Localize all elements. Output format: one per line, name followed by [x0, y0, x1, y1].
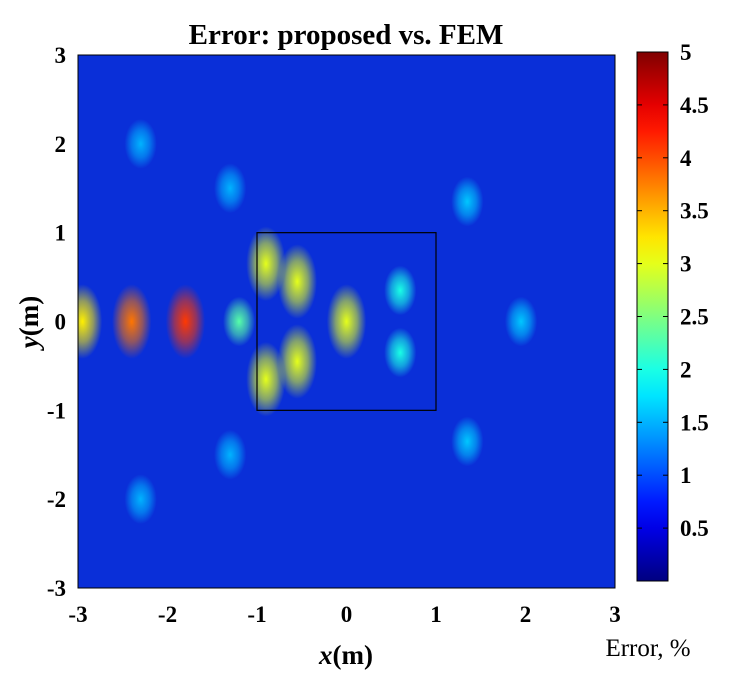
x-tick-label: 1 — [430, 602, 442, 627]
plot-frame — [77, 54, 616, 589]
y-tick-label: -3 — [47, 576, 66, 601]
x-tick-label: 3 — [609, 602, 621, 627]
y-axis-label-unit: (m) — [14, 296, 44, 336]
colorbar-tick-label: 3 — [680, 252, 692, 277]
error-hotspot — [451, 176, 484, 227]
error-hotspot — [112, 284, 152, 359]
y-tick-label: 1 — [55, 221, 67, 246]
x-axis-label: x(m) — [318, 640, 373, 670]
colorbar-ticks: 5 4.5 4 3.5 3 2.5 2 1.5 1 0.5 — [637, 40, 709, 541]
error-hotspot — [214, 429, 247, 480]
error-hotspot — [384, 327, 417, 378]
error-hotspot — [326, 284, 367, 359]
colorbar-tick-label: 5 — [680, 40, 692, 65]
error-hotspot — [277, 324, 317, 399]
colorbar-tick-label: 1 — [680, 463, 692, 488]
error-hotspot — [214, 163, 247, 214]
scatterer-box — [256, 232, 437, 411]
error-hotspot — [384, 265, 417, 316]
y-axis-ticks: 3 2 1 0 -1 -2 -3 — [47, 43, 66, 601]
y-tick-label: 3 — [55, 43, 67, 68]
colorbar-tick-label: 1.5 — [680, 410, 709, 435]
x-tick-label: -3 — [68, 602, 87, 627]
error-hotspot — [165, 284, 206, 359]
x-tick-label: -2 — [158, 602, 177, 627]
x-tick-label: 0 — [341, 602, 353, 627]
colorbar-tick-label: 2 — [680, 357, 692, 382]
y-tick-label: -1 — [47, 398, 66, 423]
x-axis-ticks: -3 -2 -1 0 1 2 3 — [68, 602, 620, 627]
heatmap-plot-area — [77, 54, 616, 589]
error-hotspot — [277, 244, 317, 319]
heatmap-hotspots — [78, 118, 538, 525]
x-tick-label: -1 — [247, 602, 266, 627]
error-hotspot — [78, 284, 103, 359]
colorbar-tick-label: 0.5 — [680, 516, 709, 541]
y-tick-label: -2 — [47, 487, 66, 512]
x-tick-label: 2 — [520, 602, 532, 627]
colorbar: 5 4.5 4 3.5 3 2.5 2 1.5 1 0.5 — [636, 40, 709, 582]
colorbar-tick-label: 4 — [680, 146, 692, 171]
error-hotspot — [246, 226, 286, 302]
x-axis-label-var: x — [318, 640, 333, 670]
error-hotspot — [504, 296, 538, 347]
x-axis-label-unit: (m) — [333, 640, 373, 670]
y-axis-label: y(m) — [14, 296, 44, 351]
y-axis-label-var: y — [14, 335, 44, 351]
y-tick-label: 2 — [55, 132, 67, 157]
colorbar-label: Error, % — [605, 635, 690, 662]
colorbar-tick-label: 3.5 — [680, 199, 709, 224]
colorbar-tick-label: 2.5 — [680, 305, 709, 330]
error-hotspot — [124, 118, 157, 169]
colorbar-tick-label: 4.5 — [680, 93, 709, 118]
y-tick-label: 0 — [55, 310, 67, 335]
error-hotspot — [124, 474, 157, 525]
chart-title: Error: proposed vs. FEM — [189, 19, 504, 51]
error-hotspot — [451, 416, 484, 467]
error-hotspot — [246, 341, 286, 417]
error-hotspot — [222, 296, 256, 347]
